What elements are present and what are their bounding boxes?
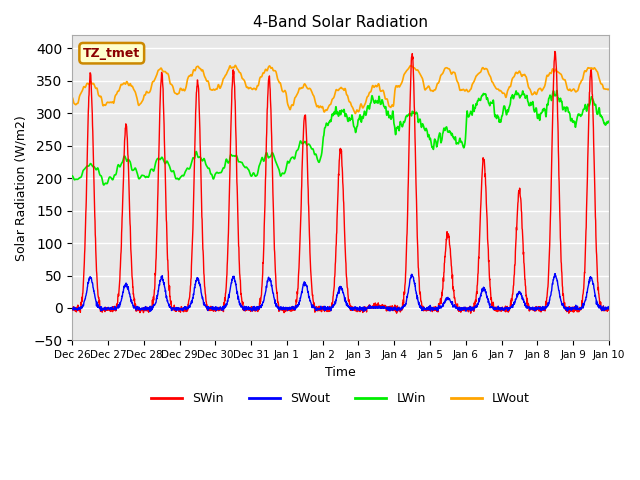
Title: 4-Band Solar Radiation: 4-Band Solar Radiation xyxy=(253,15,428,30)
LWin xyxy=(553,88,561,94)
LWout xyxy=(605,86,612,92)
LWout xyxy=(68,95,76,100)
SWin xyxy=(605,307,612,313)
LWin xyxy=(68,173,76,179)
LWin xyxy=(558,98,566,104)
SWout xyxy=(573,306,580,312)
SWout xyxy=(605,304,612,310)
LWout xyxy=(232,62,239,68)
SWin xyxy=(218,307,226,313)
LWout xyxy=(497,88,504,94)
LWin xyxy=(218,168,226,173)
Line: LWout: LWout xyxy=(72,65,609,114)
LWin xyxy=(605,119,612,124)
SWout xyxy=(218,307,226,313)
Legend: SWin, SWout, LWin, LWout: SWin, SWout, LWin, LWout xyxy=(146,387,535,410)
SWin xyxy=(467,310,474,316)
SWout xyxy=(68,305,76,311)
SWout xyxy=(497,307,504,313)
SWout xyxy=(558,302,566,308)
X-axis label: Time: Time xyxy=(325,366,356,379)
SWin xyxy=(368,305,376,311)
LWout xyxy=(573,88,580,94)
LWin xyxy=(368,93,376,99)
SWout xyxy=(551,271,559,276)
SWin xyxy=(497,305,504,311)
LWout xyxy=(558,73,566,79)
Line: SWout: SWout xyxy=(72,274,609,311)
SWout xyxy=(356,306,364,312)
SWin xyxy=(558,270,566,276)
SWin xyxy=(573,308,580,313)
LWin xyxy=(497,119,504,125)
SWin xyxy=(356,306,364,312)
SWin xyxy=(551,48,559,54)
LWout xyxy=(368,84,376,90)
SWout xyxy=(146,308,154,314)
Text: TZ_tmet: TZ_tmet xyxy=(83,47,140,60)
Line: SWin: SWin xyxy=(72,51,609,313)
LWin xyxy=(573,117,580,123)
Line: LWin: LWin xyxy=(72,91,609,185)
LWin xyxy=(100,182,108,188)
LWout xyxy=(218,81,226,87)
SWin xyxy=(68,307,76,312)
Y-axis label: Solar Radiation (W/m2): Solar Radiation (W/m2) xyxy=(15,115,28,261)
LWout xyxy=(356,102,364,108)
LWout xyxy=(351,111,359,117)
SWout xyxy=(368,305,376,311)
LWin xyxy=(356,112,364,118)
